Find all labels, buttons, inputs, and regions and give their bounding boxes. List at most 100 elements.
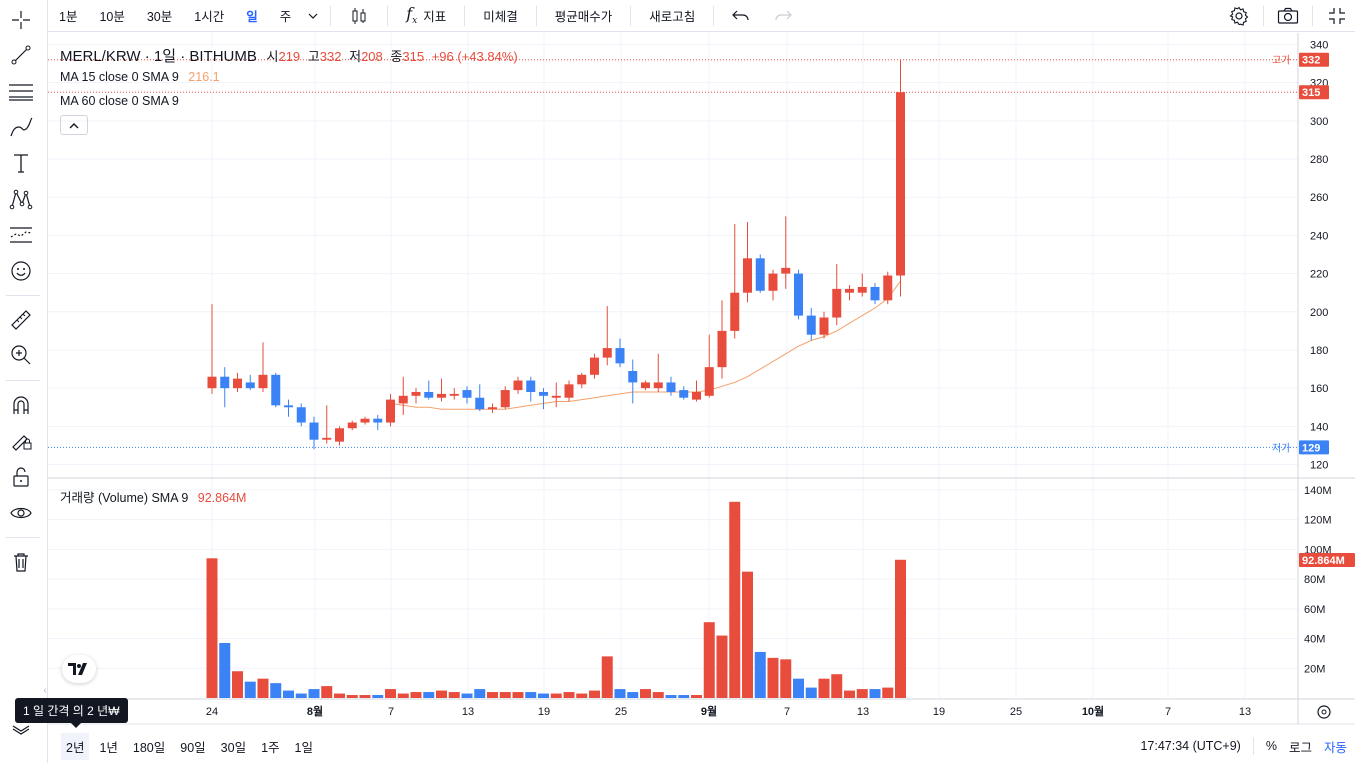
tradingview-logo[interactable] bbox=[62, 655, 96, 683]
volume-bar[interactable] bbox=[232, 671, 243, 698]
volume-bar[interactable] bbox=[805, 687, 817, 698]
volume-bar[interactable] bbox=[716, 635, 728, 698]
indicators-button[interactable]: fx 지표 bbox=[394, 4, 458, 26]
volume-bar[interactable] bbox=[461, 693, 473, 698]
chevron-left-icon[interactable]: ‹ bbox=[43, 684, 47, 696]
volume-bar[interactable] bbox=[308, 689, 320, 698]
candle-body[interactable] bbox=[475, 397, 485, 410]
volume-bar[interactable] bbox=[397, 693, 409, 698]
candle-body[interactable] bbox=[615, 348, 625, 364]
volume-bar[interactable] bbox=[665, 695, 677, 698]
open-orders-button[interactable]: 미체결 bbox=[471, 6, 530, 25]
candle-body[interactable] bbox=[386, 399, 395, 423]
redo-button[interactable] bbox=[762, 9, 804, 23]
volume-bar[interactable] bbox=[869, 689, 881, 698]
candle-body[interactable] bbox=[794, 273, 803, 316]
ruler-icon[interactable] bbox=[6, 305, 36, 335]
layers-icon[interactable] bbox=[6, 710, 36, 740]
percent-scale-button[interactable]: % bbox=[1265, 739, 1277, 753]
volume-bar[interactable] bbox=[321, 686, 333, 698]
volume-bar[interactable] bbox=[257, 678, 269, 698]
axis-settings-icon[interactable] bbox=[1317, 705, 1331, 719]
refresh-button[interactable]: 새로고침 bbox=[637, 6, 707, 25]
candle-body[interactable] bbox=[500, 390, 510, 408]
candle-body[interactable] bbox=[704, 367, 714, 396]
crosshair-icon[interactable] bbox=[6, 5, 36, 35]
volume-bar[interactable] bbox=[882, 687, 894, 698]
magnet-icon[interactable] bbox=[6, 390, 36, 420]
volume-bar[interactable] bbox=[614, 689, 626, 698]
volume-bar[interactable] bbox=[754, 651, 766, 698]
volume-bar[interactable] bbox=[219, 643, 231, 698]
volume-bar[interactable] bbox=[742, 571, 753, 698]
candle-body[interactable] bbox=[743, 258, 752, 293]
volume-bar[interactable] bbox=[283, 690, 294, 698]
candle-body[interactable] bbox=[373, 418, 383, 423]
volume-bar[interactable] bbox=[652, 692, 664, 698]
volume-bar[interactable] bbox=[538, 693, 549, 698]
range-button[interactable]: 30일 bbox=[220, 740, 247, 755]
volume-bar[interactable] bbox=[512, 692, 524, 698]
pattern-icon[interactable] bbox=[6, 184, 36, 214]
candle-body[interactable] bbox=[870, 286, 880, 301]
candle-body[interactable] bbox=[424, 391, 434, 398]
volume-bar[interactable] bbox=[831, 674, 843, 698]
candle-body[interactable] bbox=[539, 391, 548, 396]
candle-body[interactable] bbox=[462, 390, 472, 398]
range-button[interactable]: 2년 bbox=[61, 732, 90, 760]
volume-bar[interactable] bbox=[563, 692, 575, 698]
candle-body[interactable] bbox=[398, 395, 408, 404]
candle-body[interactable] bbox=[845, 288, 854, 293]
auto-scale-button[interactable]: 자동 bbox=[1323, 740, 1347, 755]
candle-body[interactable] bbox=[220, 376, 230, 389]
candle-body[interactable] bbox=[296, 407, 306, 423]
chart-type-button[interactable] bbox=[337, 6, 381, 26]
candle-body[interactable] bbox=[781, 267, 791, 274]
candle-body[interactable] bbox=[590, 357, 599, 375]
volume-bar[interactable] bbox=[589, 690, 600, 698]
candle-body[interactable] bbox=[449, 393, 459, 396]
horizontal-lines-icon[interactable] bbox=[6, 76, 36, 106]
candle-body[interactable] bbox=[755, 258, 765, 291]
volume-bar[interactable] bbox=[793, 678, 804, 698]
candle-body[interactable] bbox=[335, 428, 344, 442]
candle-body[interactable] bbox=[806, 315, 816, 335]
volume-bar[interactable] bbox=[895, 559, 906, 698]
volume-bar[interactable] bbox=[385, 689, 396, 698]
range-button[interactable]: 90일 bbox=[180, 740, 206, 755]
fullscreen-button[interactable] bbox=[1319, 0, 1355, 32]
candle-body[interactable] bbox=[411, 391, 421, 396]
volume-bar[interactable] bbox=[410, 692, 422, 698]
range-button[interactable]: 1주 bbox=[261, 740, 280, 755]
volume-bar[interactable] bbox=[780, 659, 792, 698]
log-scale-button[interactable]: 로그 bbox=[1288, 740, 1312, 755]
price-chart[interactable]: 고가저가340320300280260240220200180160140120… bbox=[48, 33, 1355, 729]
volume-bar[interactable] bbox=[627, 692, 639, 698]
interval-button[interactable]: 일 bbox=[246, 10, 258, 24]
candle-body[interactable] bbox=[360, 418, 370, 423]
volume-bar[interactable] bbox=[206, 558, 218, 698]
interval-button[interactable]: 주 bbox=[279, 10, 292, 24]
smiley-icon[interactable] bbox=[6, 256, 36, 286]
volume-bar[interactable] bbox=[691, 695, 702, 698]
volume-bar[interactable] bbox=[244, 681, 256, 698]
volume-bar[interactable] bbox=[359, 695, 371, 698]
interval-button[interactable]: 10분 bbox=[99, 10, 125, 24]
text-icon[interactable] bbox=[6, 148, 36, 178]
volume-bar[interactable] bbox=[487, 692, 498, 698]
lock-drawings-icon[interactable] bbox=[6, 425, 36, 455]
chevron-down-icon[interactable] bbox=[302, 9, 324, 23]
interval-button[interactable]: 1시간 bbox=[194, 10, 225, 24]
candle-body[interactable] bbox=[819, 317, 829, 335]
volume-bar[interactable] bbox=[844, 690, 855, 698]
settings-button[interactable] bbox=[1221, 0, 1257, 32]
volume-bar[interactable] bbox=[499, 692, 511, 698]
candle-body[interactable] bbox=[857, 286, 867, 293]
candle-body[interactable] bbox=[347, 422, 357, 429]
collapse-legend-button[interactable] bbox=[60, 115, 88, 135]
trend-line-icon[interactable] bbox=[6, 40, 36, 70]
volume-bar[interactable] bbox=[295, 693, 307, 698]
volume-bar[interactable] bbox=[372, 695, 384, 698]
volume-legend[interactable]: 거래량 (Volume) SMA 9 92.864M bbox=[60, 487, 246, 506]
average-price-button[interactable]: 평균매수가 bbox=[543, 6, 625, 25]
